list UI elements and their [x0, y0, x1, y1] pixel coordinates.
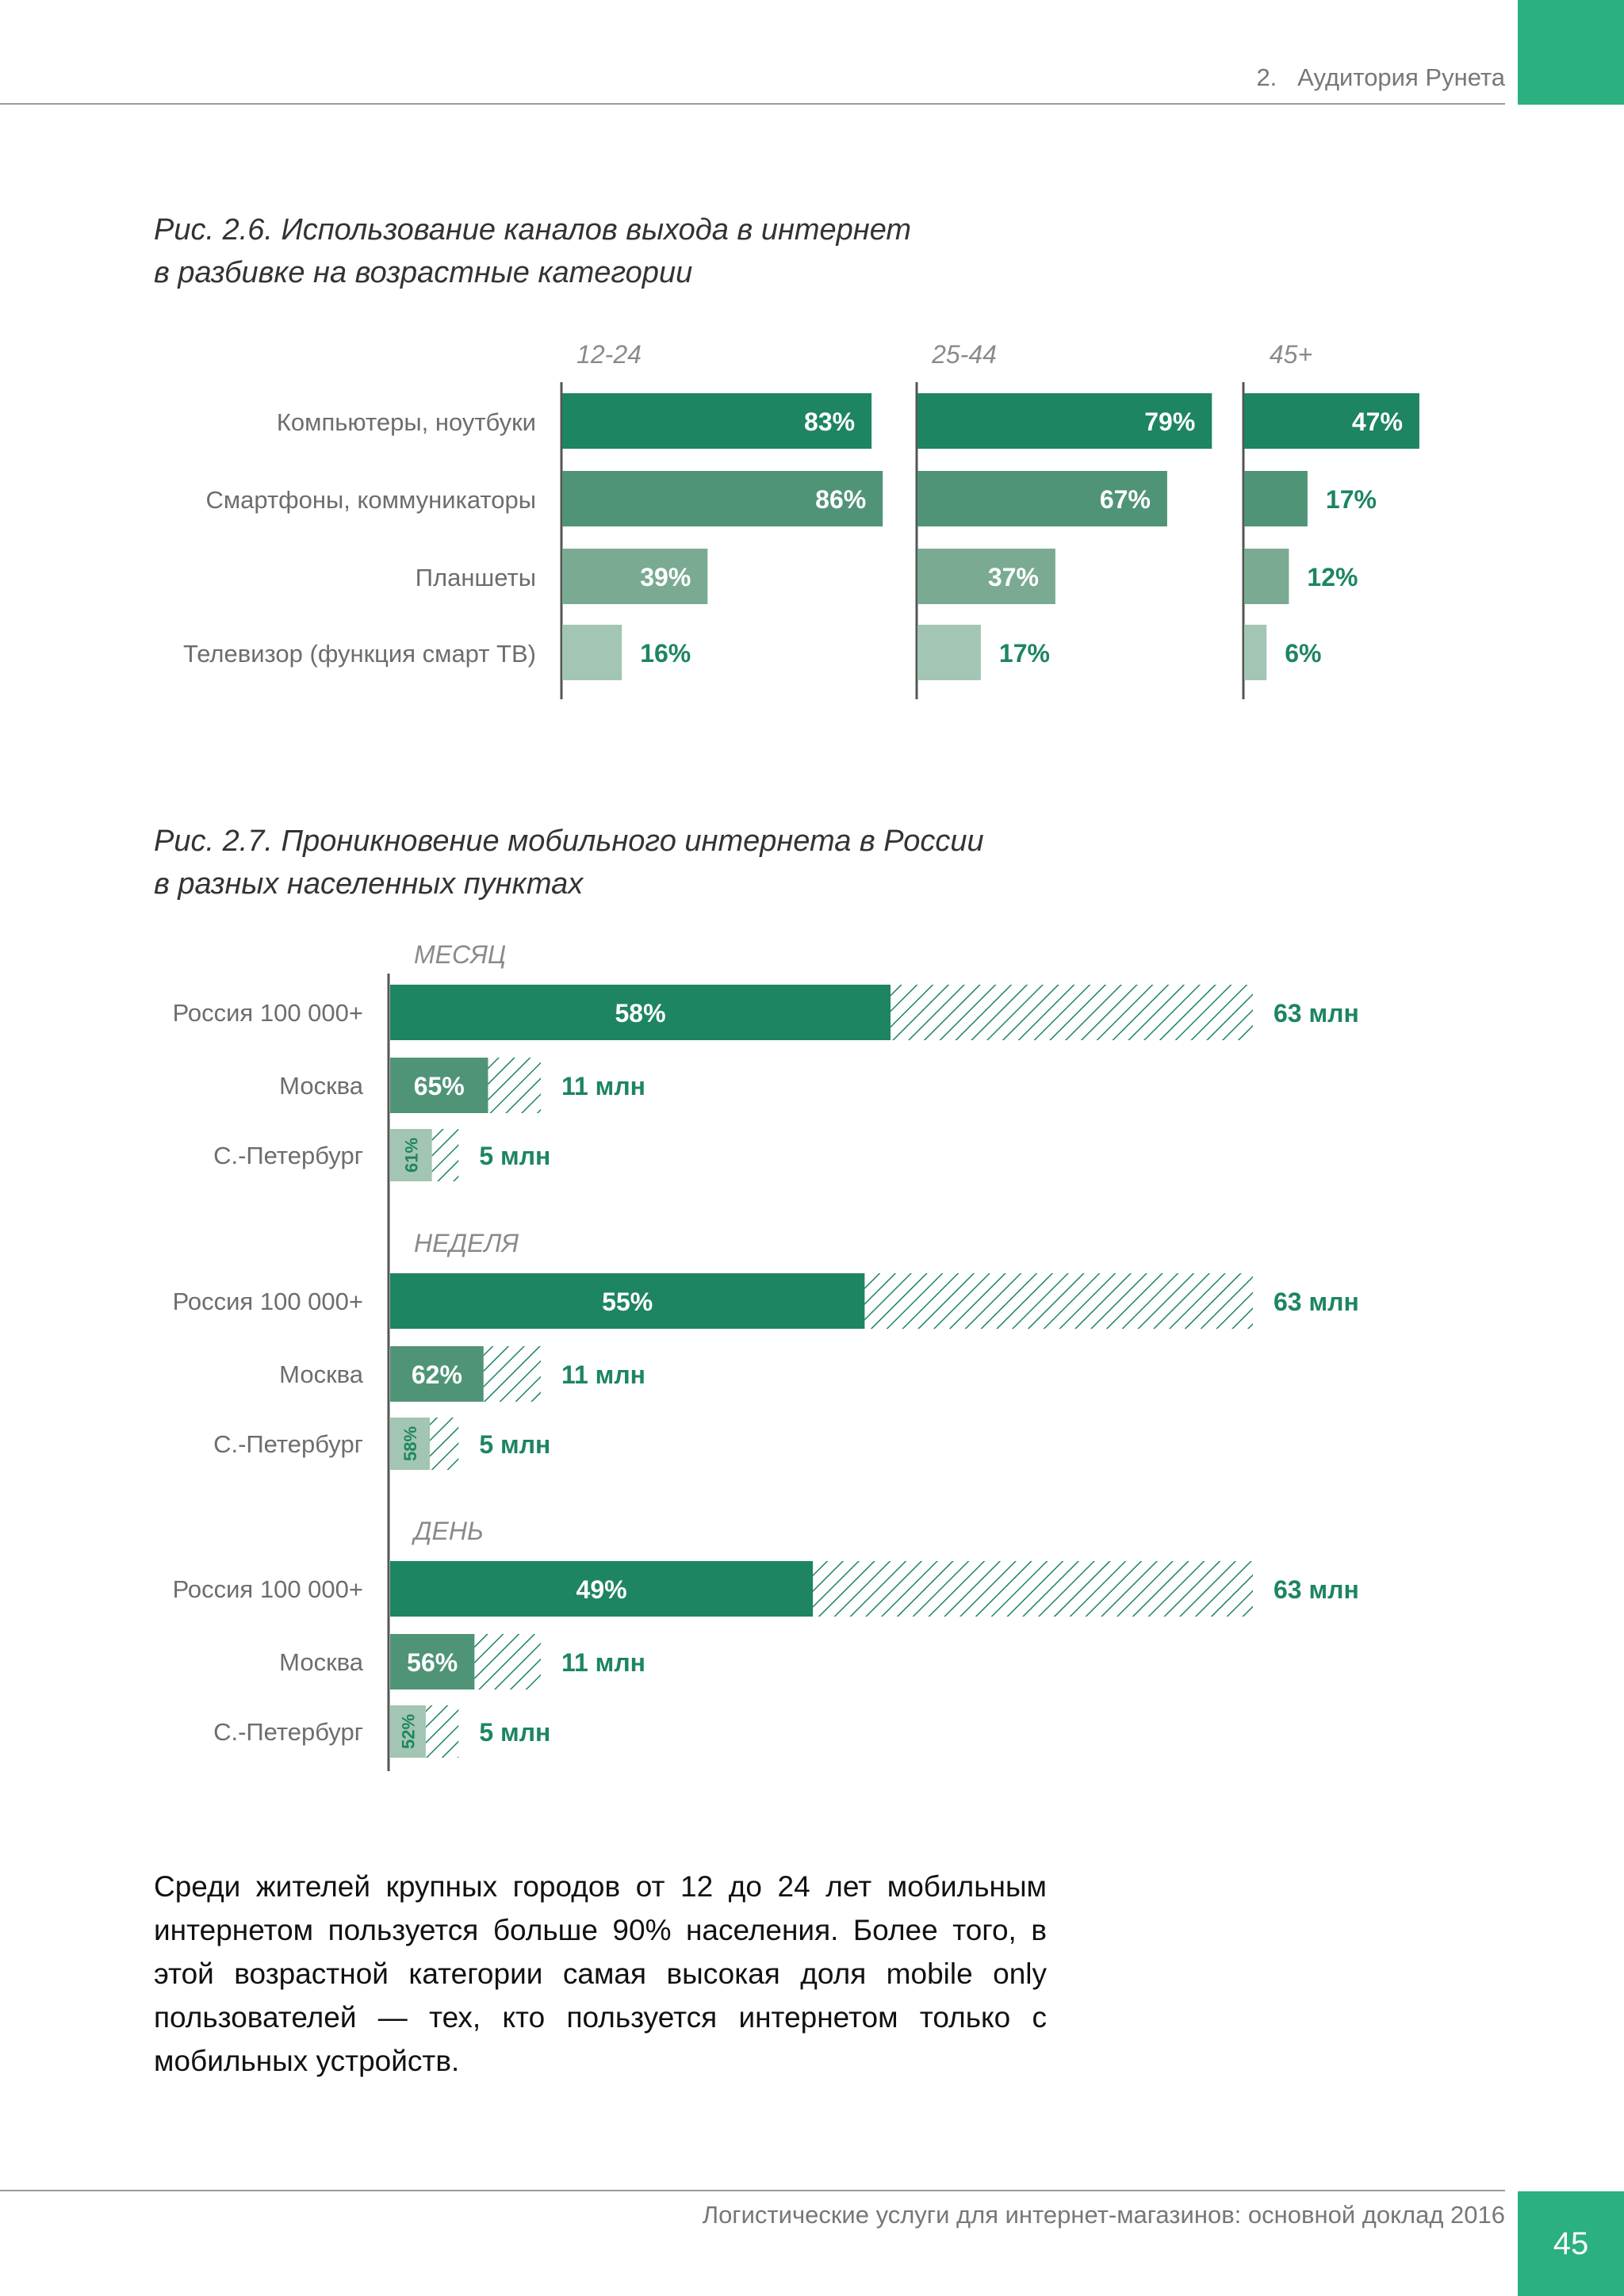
- hatched-bar-1-1: [483, 1346, 541, 1402]
- bar-label-25-44-2: 37%: [988, 563, 1039, 591]
- city-label-2-0: Россия 100 000+: [173, 1575, 363, 1603]
- population-label-1-0: 63 млн: [1274, 1288, 1359, 1316]
- percent-label-0-0: 58%: [615, 999, 665, 1027]
- percent-label-2-0: 49%: [576, 1575, 627, 1604]
- city-label-1-2: С.-Петербург: [213, 1430, 363, 1458]
- solid-bar-2-2: [390, 1705, 426, 1758]
- header-accent-tab: [1518, 0, 1624, 105]
- hatched-bar-2-0: [813, 1561, 1253, 1617]
- figure1-caption-line2: в разбивке на возрастные категории: [154, 256, 693, 289]
- population-label-1-1: 11 млн: [561, 1360, 645, 1389]
- bar-label-45-0: 47%: [1352, 408, 1403, 436]
- bar-label-25-44-0: 79%: [1144, 408, 1195, 436]
- population-label-2-1: 11 млн: [561, 1648, 645, 1677]
- bar-label-12-24-2: 39%: [640, 563, 691, 591]
- bar-45-0: [1244, 393, 1419, 449]
- figure2-caption-line1: Рис. 2.7. Проникновение мобильного интер…: [154, 825, 984, 858]
- bar-25-44-2: [917, 549, 1055, 604]
- bar-12-24-2: [562, 549, 708, 604]
- percent-label-2-2: 52%: [398, 1714, 418, 1749]
- footer-divider: [0, 2190, 1505, 2191]
- bar-label-12-24-0: 83%: [804, 408, 855, 436]
- population-label-0-1: 11 млн: [561, 1072, 645, 1100]
- bar-45-3: [1244, 625, 1267, 680]
- header-section-number: 2.: [1256, 63, 1277, 91]
- period-label-месяц: МЕСЯЦ: [414, 940, 506, 969]
- population-label-0-0: 63 млн: [1274, 999, 1359, 1027]
- hatched-bar-0-0: [891, 985, 1253, 1040]
- bar-label-25-44-1: 67%: [1100, 485, 1151, 514]
- solid-bar-1-2: [390, 1418, 431, 1470]
- city-label-2-1: Москва: [279, 1648, 364, 1676]
- percent-label-1-2: 58%: [400, 1426, 420, 1461]
- figure2-caption: Рис. 2.7. Проникновение мобильного интер…: [154, 820, 984, 905]
- bar-label-45-1: 17%: [1326, 485, 1377, 514]
- chart-mobile-internet-penetration: МЕСЯЦ Россия 100 000+ 58% 63 млн Москва 65% 11…: [173, 940, 1359, 1771]
- hatched-bar-0-2: [431, 1129, 459, 1181]
- city-label-0-2: С.-Петербург: [213, 1142, 363, 1169]
- solid-bar-0-1: [390, 1058, 488, 1113]
- hatched-bar-2-1: [474, 1634, 541, 1689]
- solid-bar-2-1: [390, 1634, 475, 1689]
- solid-bar-1-0: [390, 1273, 865, 1329]
- bar-label-45-2: 12%: [1307, 563, 1358, 591]
- header-section-title: Аудитория Рунета: [1297, 63, 1505, 91]
- city-label-0-1: Москва: [279, 1072, 364, 1100]
- bar-12-24-1: [562, 471, 883, 526]
- bar-12-24-0: [562, 393, 872, 449]
- page-number: 45: [1518, 2191, 1624, 2296]
- hatched-bar-0-1: [488, 1058, 541, 1113]
- age-group-label-45: 45+: [1270, 340, 1312, 369]
- population-label-2-0: 63 млн: [1274, 1575, 1359, 1604]
- percent-label-2-1: 56%: [407, 1648, 458, 1677]
- bar-label-45-3: 6%: [1285, 639, 1321, 668]
- percent-label-0-2: 61%: [401, 1138, 421, 1173]
- figure2-caption-line2: в разных населенных пунктах: [154, 867, 584, 901]
- city-label-1-1: Москва: [279, 1360, 364, 1388]
- bar-25-44-3: [917, 625, 981, 680]
- solid-bar-1-1: [390, 1346, 484, 1402]
- period-label-день: ДЕНЬ: [412, 1517, 484, 1545]
- percent-label-1-1: 62%: [412, 1360, 462, 1389]
- population-label-1-2: 5 млн: [479, 1430, 550, 1459]
- bar-45-2: [1244, 549, 1289, 604]
- solid-bar-2-0: [390, 1561, 814, 1617]
- solid-bar-0-0: [390, 985, 891, 1040]
- header-divider: [0, 103, 1505, 105]
- bar-label-12-24-1: 86%: [815, 485, 866, 514]
- category-label-3: Телевизор (функция смарт ТВ): [183, 640, 536, 668]
- bar-label-12-24-3: 16%: [640, 639, 691, 668]
- body-paragraph: Среди жителей крупных городов от 12 до 2…: [154, 1870, 1047, 2077]
- header-section: 2. Аудитория Рунета: [1256, 63, 1505, 92]
- city-label-0-0: Россия 100 000+: [173, 999, 363, 1027]
- figure1-caption: Рис. 2.6. Использование каналов выхода в…: [154, 209, 911, 294]
- solid-bar-0-2: [390, 1129, 432, 1181]
- hatched-bar-1-0: [864, 1273, 1253, 1329]
- percent-label-0-1: 65%: [414, 1072, 465, 1100]
- category-label-0: Компьютеры, ноутбуки: [277, 408, 536, 436]
- category-label-2: Планшеты: [416, 564, 536, 591]
- hatched-bar-1-2: [430, 1418, 459, 1470]
- population-label-0-2: 5 млн: [479, 1142, 550, 1170]
- age-group-label-25-44: 25-44: [931, 340, 997, 369]
- category-label-1: Смартфоны, коммуникаторы: [205, 486, 536, 514]
- bar-label-25-44-3: 17%: [999, 639, 1050, 668]
- chart-internet-channels-by-age: 12-24 83% 86% 39% 16% 25-44 79% 67% 37% 17% 45+ 47%…: [183, 340, 1419, 699]
- footer-title: Логистические услуги для интернет-магази…: [702, 2201, 1505, 2229]
- city-label-1-0: Россия 100 000+: [173, 1288, 363, 1315]
- percent-label-1-0: 55%: [602, 1288, 653, 1316]
- period-label-неделя: НЕДЕЛЯ: [414, 1229, 519, 1257]
- city-label-2-2: С.-Петербург: [213, 1718, 363, 1746]
- bar-45-1: [1244, 471, 1308, 526]
- age-group-label-12-24: 12-24: [576, 340, 642, 369]
- population-label-2-2: 5 млн: [479, 1718, 550, 1747]
- hatched-bar-2-2: [425, 1705, 459, 1758]
- figure1-caption-line1: Рис. 2.6. Использование каналов выхода в…: [154, 213, 912, 247]
- bar-12-24-3: [562, 625, 622, 680]
- bar-25-44-1: [917, 471, 1167, 526]
- bar-25-44-0: [917, 393, 1212, 449]
